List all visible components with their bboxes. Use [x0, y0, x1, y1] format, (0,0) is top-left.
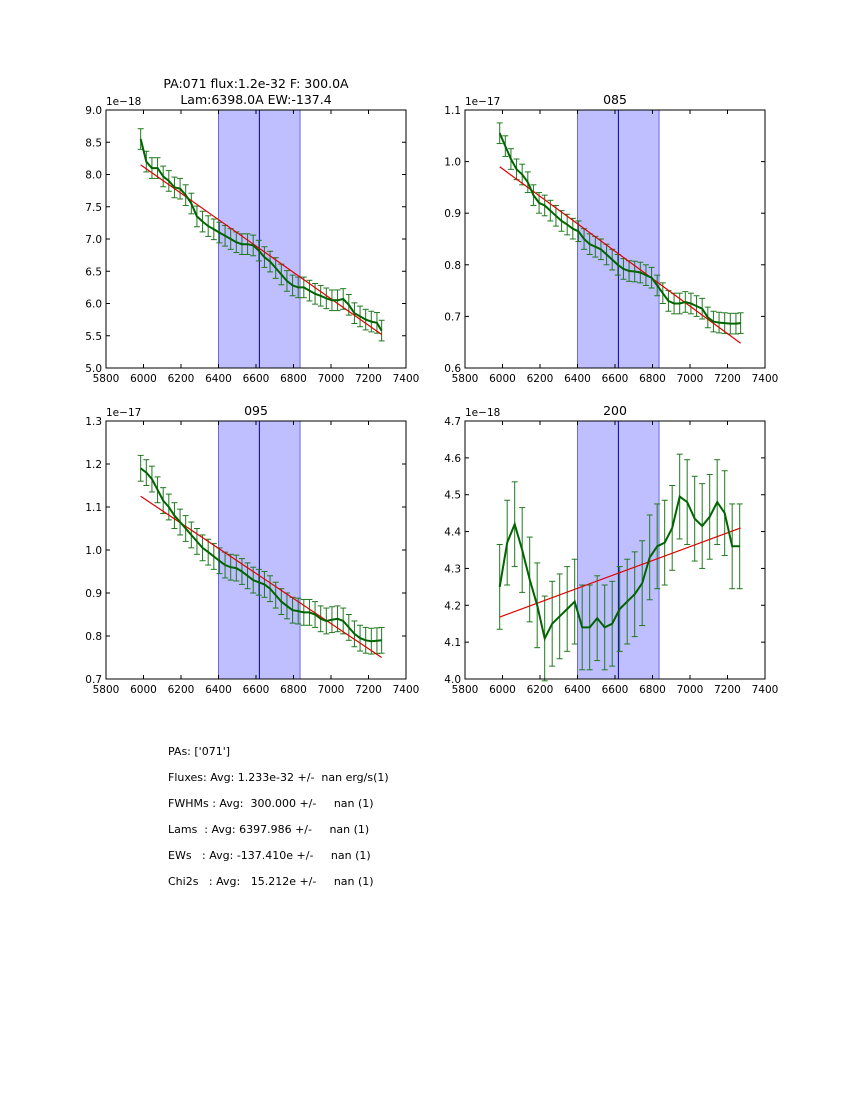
y-tick-label: 7.5 [85, 202, 102, 214]
y-tick-label: 0.7 [85, 674, 102, 686]
x-tick-label: 6200 [168, 373, 195, 385]
x-tick-label: 6600 [602, 373, 629, 385]
x-tick-label: 5800 [452, 373, 479, 385]
chart-title: 095 [244, 403, 268, 418]
x-tick-label: 6000 [489, 684, 516, 696]
y-tick-label: 0.9 [85, 588, 102, 600]
y-tick-label: 4.1 [444, 637, 461, 649]
chart-panel-1: 5800 6000 6200 6400 6600 6800 7000 7200 7400 5.0 5… [85, 76, 419, 385]
x-tick-label: 7000 [318, 373, 345, 385]
y-offset-label: 1e−17 [465, 96, 500, 108]
x-tick-label: 7200 [714, 373, 741, 385]
y-tick-label: 1.1 [444, 105, 461, 117]
y-tick-label: 1.2 [85, 459, 102, 471]
chart-title: 200 [603, 403, 627, 418]
y-tick-label: 4.3 [444, 563, 461, 575]
stats-fwhms: FWHMs : Avg: 300.000 +/- nan (1) [168, 797, 374, 810]
y-tick-label: 1.0 [85, 545, 102, 557]
y-tick-label: 0.9 [444, 208, 461, 220]
y-offset-label: 1e−18 [465, 407, 500, 419]
y-tick-label: 1.1 [85, 502, 102, 514]
x-tick-label: 6200 [168, 684, 195, 696]
x-tick-label: 6400 [205, 373, 232, 385]
y-tick-label: 0.8 [444, 260, 461, 272]
chart-title: Lam:6398.0A EW:-137.4 [180, 92, 331, 107]
chart-title: 085 [603, 92, 627, 107]
data-series-line [498, 494, 740, 642]
x-tick-label: 6600 [243, 684, 270, 696]
x-tick-label: 7200 [355, 684, 382, 696]
y-tick-label: 7.0 [85, 234, 102, 246]
y-tick-label: 4.7 [444, 416, 461, 428]
fit-line [140, 164, 382, 335]
stats-pas: PAs: ['071'] [168, 745, 231, 758]
fit-line [499, 166, 741, 344]
x-tick-label: 6400 [564, 684, 591, 696]
x-tick-label: 6800 [280, 373, 307, 385]
x-tick-label: 7200 [714, 684, 741, 696]
x-tick-label: 6200 [527, 373, 554, 385]
stats-chi2s: Chi2s : Avg: 15.212e +/- nan (1) [168, 875, 374, 888]
x-tick-label: 7000 [318, 684, 345, 696]
x-tick-label: 7400 [393, 684, 420, 696]
x-tick-label: 6800 [280, 684, 307, 696]
chart-title: PA:071 flux:1.2e-32 F: 300.0A [163, 76, 349, 91]
x-tick-label: 6600 [602, 684, 629, 696]
y-tick-label: 5.5 [85, 331, 102, 343]
x-tick-label: 5800 [93, 373, 120, 385]
x-tick-label: 5800 [452, 684, 479, 696]
fit-line [499, 527, 741, 618]
chart-panel-4: 5800 6000 6200 6400 6600 6800 7000 7200 7400 4.0 4… [444, 403, 778, 696]
x-tick-label: 7400 [393, 373, 420, 385]
y-tick-label: 5.0 [85, 363, 102, 375]
x-tick-label: 7000 [677, 373, 704, 385]
x-tick-label: 7400 [752, 684, 779, 696]
y-tick-label: 8.5 [85, 137, 102, 149]
y-tick-label: 6.5 [85, 266, 102, 278]
y-tick-label: 9.0 [85, 105, 102, 117]
y-offset-label: 1e−17 [106, 407, 141, 419]
y-tick-label: 4.4 [444, 527, 461, 539]
y-tick-label: 4.5 [444, 490, 461, 502]
y-offset-label: 1e−18 [106, 96, 141, 108]
stats-ews: EWs : Avg: -137.410e +/- nan (1) [168, 849, 371, 862]
data-series-line [139, 138, 383, 332]
x-tick-label: 6400 [205, 684, 232, 696]
x-tick-label: 6400 [564, 373, 591, 385]
x-tick-label: 5800 [93, 684, 120, 696]
x-tick-label: 7200 [355, 373, 382, 385]
y-tick-label: 0.8 [85, 631, 102, 643]
y-tick-label: 8.0 [85, 170, 102, 182]
x-tick-label: 6600 [243, 373, 270, 385]
chart-panel-2: 5800 6000 6200 6400 6600 6800 7000 7200 7400 0.6 0… [444, 92, 778, 385]
x-tick-label: 6800 [639, 373, 666, 385]
x-tick-label: 6000 [130, 684, 157, 696]
y-tick-label: 0.7 [444, 311, 461, 323]
x-tick-label: 6800 [639, 684, 666, 696]
stats-lams: Lams : Avg: 6397.986 +/- nan (1) [168, 823, 370, 836]
y-tick-label: 4.6 [444, 453, 461, 465]
figure: 5800 6000 6200 6400 6600 6800 7000 7200 74005.05… [85, 76, 778, 696]
y-tick-label: 4.2 [444, 600, 461, 612]
x-tick-label: 7400 [752, 373, 779, 385]
data-series-line [140, 467, 382, 643]
y-tick-label: 1.0 [444, 157, 461, 169]
data-series-line [498, 132, 741, 325]
x-tick-label: 6000 [489, 373, 516, 385]
stats-fluxes: Fluxes: Avg: 1.233e-32 +/- nan erg/s(1) [168, 771, 389, 784]
x-tick-label: 6200 [527, 684, 554, 696]
y-tick-label: 0.6 [444, 363, 461, 375]
chart-panel-3: 5800 6000 6200 6400 6600 6800 7000 7200 7400 0.7 0… [85, 403, 419, 696]
stats-panel: PAs: ['071'] Fluxes: Avg: 1.233e-32 +/- … [168, 745, 389, 901]
y-tick-label: 4.0 [444, 674, 461, 686]
y-tick-label: 6.0 [85, 299, 102, 311]
y-tick-label: 1.3 [85, 416, 102, 428]
x-tick-label: 6000 [130, 373, 157, 385]
x-tick-label: 7000 [677, 684, 704, 696]
